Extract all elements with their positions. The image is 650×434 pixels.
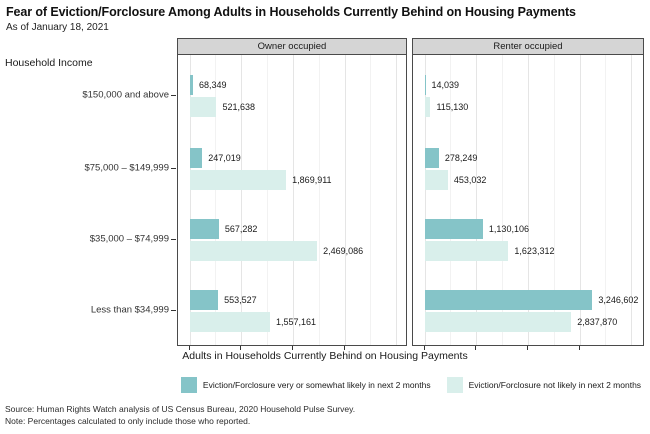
bar-value-label: 553,527 <box>224 295 257 305</box>
x-axis-tick <box>291 346 293 350</box>
x-axis-tick <box>188 346 190 350</box>
gridline-minor <box>215 55 217 345</box>
bar-not_likely <box>189 240 318 261</box>
bar-likely <box>424 290 593 310</box>
chart-subtitle: As of January 18, 2021 <box>6 22 109 33</box>
bar-value-label: 115,130 <box>436 102 469 112</box>
category-label: $75,000 – $149,999 <box>84 162 169 173</box>
bar-value-label: 247,019 <box>208 152 241 163</box>
gridline-major <box>476 55 478 345</box>
x-axis-tick <box>343 346 345 350</box>
x-axis-tick <box>578 346 580 350</box>
bar-not_likely <box>189 169 287 190</box>
bar-likely <box>189 75 194 95</box>
y-axis-title: Household Income <box>5 57 93 69</box>
facet-plot-area: 68,349 521,638 247,019 1,869,911 567,282 2,46… <box>177 54 407 346</box>
bar-likely <box>424 147 439 168</box>
y-axis-tick <box>171 95 176 96</box>
bar-value-label: 68,349 <box>199 80 227 90</box>
legend-entry: Eviction/Forclosure very or somewhat lik… <box>180 377 431 393</box>
bar-value-label: 1,869,911 <box>292 174 332 185</box>
x-axis-tick <box>526 346 528 350</box>
gridline-minor <box>450 55 452 345</box>
bar-likely <box>189 147 203 168</box>
legend-label: Eviction/Forclosure not likely in next 2… <box>468 380 642 390</box>
source-note: Source: Human Rights Watch analysis of U… <box>5 404 356 414</box>
bar-value-label: 2,469,086 <box>323 245 364 256</box>
bar-value-label: 14,039 <box>431 80 460 90</box>
bar-value-label: 567,282 <box>224 223 258 234</box>
gridline-minor <box>502 55 504 345</box>
bar-likely <box>189 290 219 310</box>
category-label: $150,000 and above <box>82 89 169 101</box>
gridline-minor <box>370 55 372 345</box>
gridline-major <box>631 55 633 345</box>
bar-value-label: 3,246,602 <box>598 295 639 305</box>
category-label: $35,000 – $74,999 <box>89 233 169 244</box>
category-label: Less than $34,999 <box>90 304 169 316</box>
gridline-major <box>292 55 294 345</box>
x-axis-title: Adults in Households Currently Behind on… <box>182 350 468 362</box>
x-axis-tick <box>240 346 242 350</box>
legend-swatch-likely <box>180 377 197 393</box>
x-axis-tick <box>423 346 425 350</box>
y-axis-tick <box>171 310 176 311</box>
bar-value-label: 1,557,161 <box>276 317 317 327</box>
bar-value-label: 453,032 <box>453 174 487 185</box>
bar-likely <box>424 75 426 95</box>
bar-value-label: 2,837,870 <box>577 317 618 327</box>
bar-not_likely <box>189 312 270 332</box>
bar-not_likely <box>189 97 217 117</box>
bar-value-label: 278,249 <box>444 152 478 163</box>
gridline-major <box>527 55 529 345</box>
bar-not_likely <box>424 97 431 117</box>
bar-value-label: 521,638 <box>222 102 255 112</box>
gridline-major <box>579 55 581 345</box>
bar-not_likely <box>424 240 509 261</box>
gridline-minor <box>553 55 555 345</box>
gridline-minor <box>605 55 607 345</box>
gridline-major <box>424 55 426 345</box>
bar-likely <box>424 218 483 239</box>
gridline-major <box>241 55 243 345</box>
legend-swatch-not_likely <box>446 377 463 393</box>
bar-value-label: 1,130,106 <box>488 223 529 234</box>
x-axis-tick <box>475 346 477 350</box>
y-axis-tick <box>171 238 176 240</box>
legend-entry: Eviction/Forclosure not likely in next 2… <box>446 377 642 393</box>
bar-likely <box>189 218 219 239</box>
gridline-major <box>396 55 398 345</box>
chart-title: Fear of Eviction/Forclosure Among Adults… <box>6 5 576 19</box>
facet-header: Owner occupied <box>177 38 407 55</box>
y-axis-tick <box>171 167 176 169</box>
bar-not_likely <box>424 312 572 332</box>
facet-plot-area: 14,039 115,130 278,249 453,032 1,130,106 1,62… <box>412 54 644 346</box>
gridline-major <box>189 55 191 345</box>
gridline-minor <box>267 55 269 345</box>
facet-header: Renter occupied <box>412 38 644 55</box>
footnote: Note: Percentages calculated to only inc… <box>5 416 251 426</box>
gridline-major <box>344 55 346 345</box>
gridline-minor <box>318 55 320 345</box>
bar-not_likely <box>424 169 448 190</box>
bar-value-label: 1,623,312 <box>514 245 555 256</box>
legend: Eviction/Forclosure very or somewhat lik… <box>177 377 645 393</box>
legend-label: Eviction/Forclosure very or somewhat lik… <box>202 380 431 390</box>
